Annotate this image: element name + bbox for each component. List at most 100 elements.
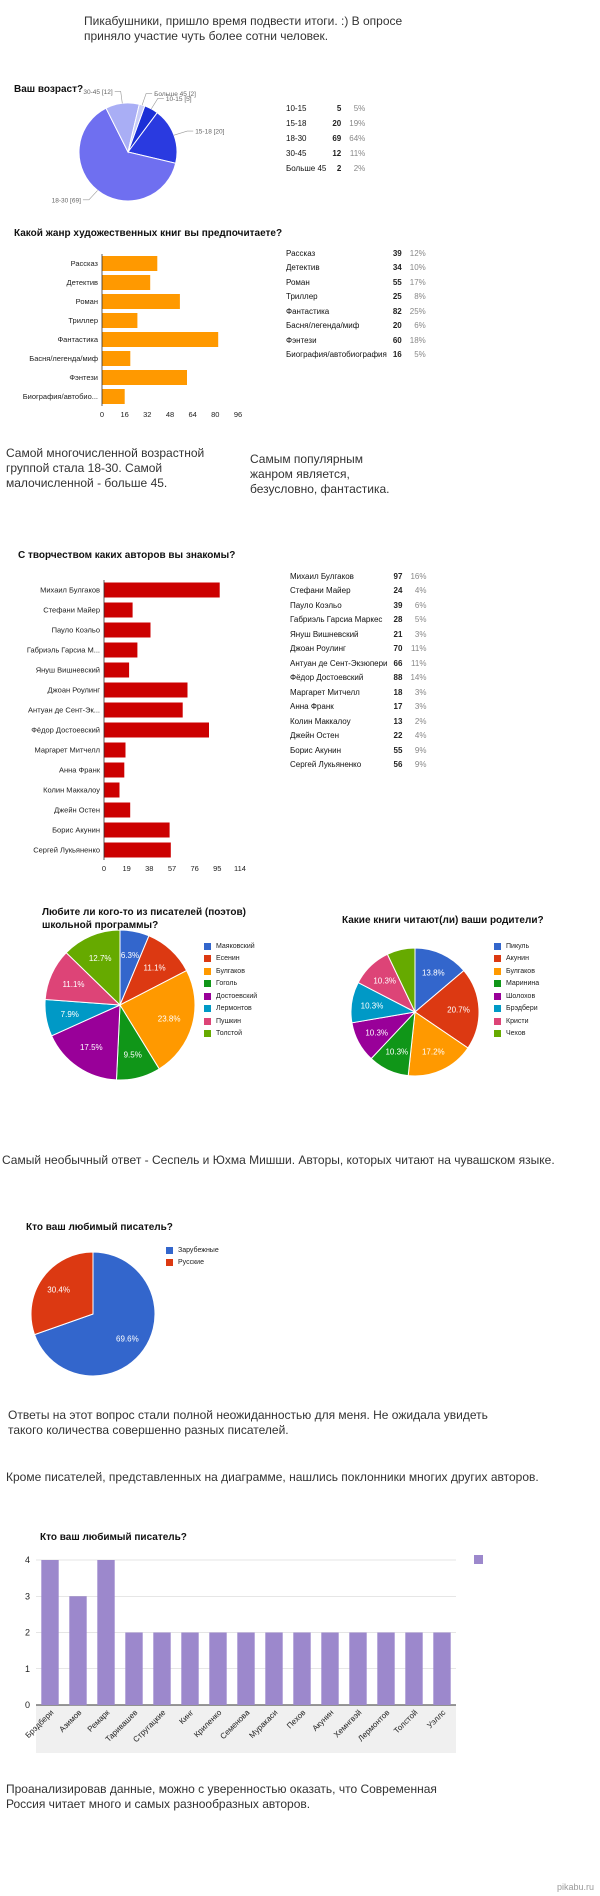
authors-stats-pc-11: 4%: [414, 731, 427, 741]
authors-tick-label-2: 38: [145, 864, 153, 873]
genre-stats-pc-2: 17%: [409, 277, 426, 287]
school-legend-swatch-5: [204, 1005, 211, 1013]
parents-slice-label-6: 10.3%: [373, 977, 396, 986]
favorite-writers-bar-9: [293, 1632, 311, 1705]
favorite_origin-slice-label-1: 30.4%: [47, 1286, 70, 1295]
authors-stats-row-11: Джейн Остен 22 4%: [290, 729, 426, 744]
parents-slice-2: [407, 1011, 469, 1077]
genre-stats-row-1: Детектив 34 10%: [286, 261, 426, 276]
genre-stats-ct-3: 25: [392, 292, 402, 302]
genre-stats-row-7: Биография/автобиография 16 5%: [286, 348, 426, 363]
authors-bar-4: [104, 662, 130, 678]
authors-stats-nm-6: Антуан де Сент-Экзюпери: [290, 658, 388, 668]
favorite-writers-tick-label-1: 1: [25, 1664, 30, 1674]
age-stats-nm-4: Больше 45: [286, 164, 327, 173]
parents-slice-label-2: 17.2%: [422, 1048, 445, 1057]
authors-stats-ct-12: 55: [393, 745, 403, 755]
favorite-writers-bar-10: [321, 1632, 339, 1705]
parents-legend-label-4: Шолохов: [506, 992, 536, 1000]
genre-bar-6: [102, 370, 187, 385]
age-stats-row-4: Больше 45 2 2%: [286, 161, 365, 176]
genre-category-label-7: Биография/автобио...: [23, 392, 98, 401]
genre-stats-pc-7: 5%: [414, 350, 426, 360]
age-stats-nm-2: 18-30: [286, 134, 307, 143]
authors-stats-nm-0: Михаил Булгаков: [290, 571, 354, 581]
age-stats-nm-3: 30-45: [286, 149, 307, 158]
genre-stats-nm-2: Роман: [286, 277, 310, 287]
age-leader-1: [173, 130, 194, 136]
favorite_origin-legend-label-1: Русские: [178, 1259, 204, 1267]
authors-stats-pc-0: 16%: [410, 571, 427, 581]
parents-legend-swatch-2: [494, 967, 501, 975]
parents-legend-swatch-6: [494, 1017, 501, 1025]
authors-stats-pc-8: 3%: [414, 687, 427, 697]
parents-legend-label-7: Чехов: [506, 1030, 526, 1038]
age-stats-row-3: 30-45 12 11%: [286, 146, 365, 161]
age-stats-pc-1: 19%: [349, 119, 366, 128]
authors-bar-7: [104, 722, 209, 738]
authors-stats-pc-6: 11%: [411, 658, 427, 668]
authors-stats-pc-12: 9%: [414, 745, 427, 755]
favorite_origin-legend-swatch-0: [166, 1246, 173, 1254]
authors-category-label-4: Януш Вишневский: [36, 666, 100, 675]
age-stats-pc-2: 64%: [349, 134, 366, 143]
parents-legend-label-3: Маринина: [506, 980, 540, 988]
age-stats-pc-0: 5%: [353, 104, 366, 113]
genre-tick-label-5: 80: [211, 410, 219, 419]
authors-bar-13: [104, 842, 171, 858]
age-stats-ct-2: 69: [332, 134, 342, 143]
age-stats-ct-4: 2: [336, 164, 342, 173]
authors-category-label-9: Анна Франк: [59, 766, 101, 775]
genre-stats-row-6: Фэнтези 60 18%: [286, 333, 426, 348]
parents-legend-swatch-3: [494, 980, 501, 988]
favorite_origin-legend-item-0: Зарубежные: [166, 1244, 219, 1257]
genre-bar-0: [102, 256, 158, 271]
authors-category-label-2: Пауло Коэльо: [52, 626, 100, 635]
authors-stats-ct-7: 88: [393, 673, 403, 683]
school-legend-swatch-6: [204, 1017, 211, 1025]
authors-tick-label-5: 95: [213, 864, 221, 873]
school-chart-title: Любите ли кого-то из писателей (поэтов) …: [42, 907, 246, 931]
school-legend-item-5: Лермонтов: [204, 1003, 257, 1016]
authors-stats-ct-0: 97: [393, 571, 403, 581]
authors-stats-pc-5: 11%: [411, 644, 427, 654]
parents-legend-swatch-4: [494, 992, 501, 1000]
authors-stats-pc-7: 14%: [410, 673, 427, 683]
parents-slice-label-5: 10.3%: [361, 1001, 384, 1010]
age-comment: Самой многочисленной возрастной группой …: [6, 446, 205, 490]
parents-legend-swatch-5: [494, 1005, 501, 1013]
authors-bar-9: [104, 762, 125, 778]
authors-stats-pc-3: 5%: [414, 615, 427, 625]
favorite-origin-title: Кто ваш любимый писатель?: [26, 1222, 173, 1233]
genre-stats-table: Рассказ 39 12% Детектив 34 10% Роман 55 17% Трилл…: [286, 246, 426, 362]
favorite_origin-slice-1: [30, 1251, 94, 1336]
school-legend-item-3: Гоголь: [204, 978, 257, 991]
genre-category-label-4: Фантастика: [57, 335, 98, 344]
age-leader-2: [82, 190, 98, 201]
parents-legend-swatch-0: [494, 942, 501, 950]
favorite-writers-bar-0: [41, 1560, 59, 1705]
authors-stats-row-3: Габриэль Гарсиа Маркес 28 5%: [290, 613, 426, 628]
school-slice-label-4: 17.5%: [80, 1043, 103, 1052]
parents-legend-label-5: Брэдбери: [506, 1005, 538, 1013]
authors-bar-0: [104, 582, 220, 598]
authors-stats-ct-8: 18: [393, 687, 403, 697]
school-slice-label-2: 23.8%: [158, 1015, 181, 1024]
authors-category-label-1: Стефани Майер: [43, 606, 100, 615]
authors-bar-6: [104, 702, 183, 718]
age-stats-row-0: 10-15 5 5%: [286, 101, 365, 116]
genre-stats-ct-6: 60: [392, 335, 402, 345]
authors-stats-pc-2: 6%: [414, 600, 427, 610]
favorite_origin-legend-swatch-1: [166, 1259, 173, 1267]
parents-legend-swatch-1: [494, 955, 501, 963]
parents-legend-label-2: Булгаков: [506, 967, 535, 975]
school-legend-label-0: Маяковский: [216, 942, 255, 950]
authors-stats-row-8: Маргарет Митчелл 18 3%: [290, 685, 426, 700]
school-legend-swatch-3: [204, 980, 211, 988]
favorite-writers-bar-2: [97, 1560, 115, 1705]
authors-stats-row-1: Стефани Майер 24 4%: [290, 584, 426, 599]
authors-stats-nm-5: Джоан Роулинг: [290, 644, 346, 654]
